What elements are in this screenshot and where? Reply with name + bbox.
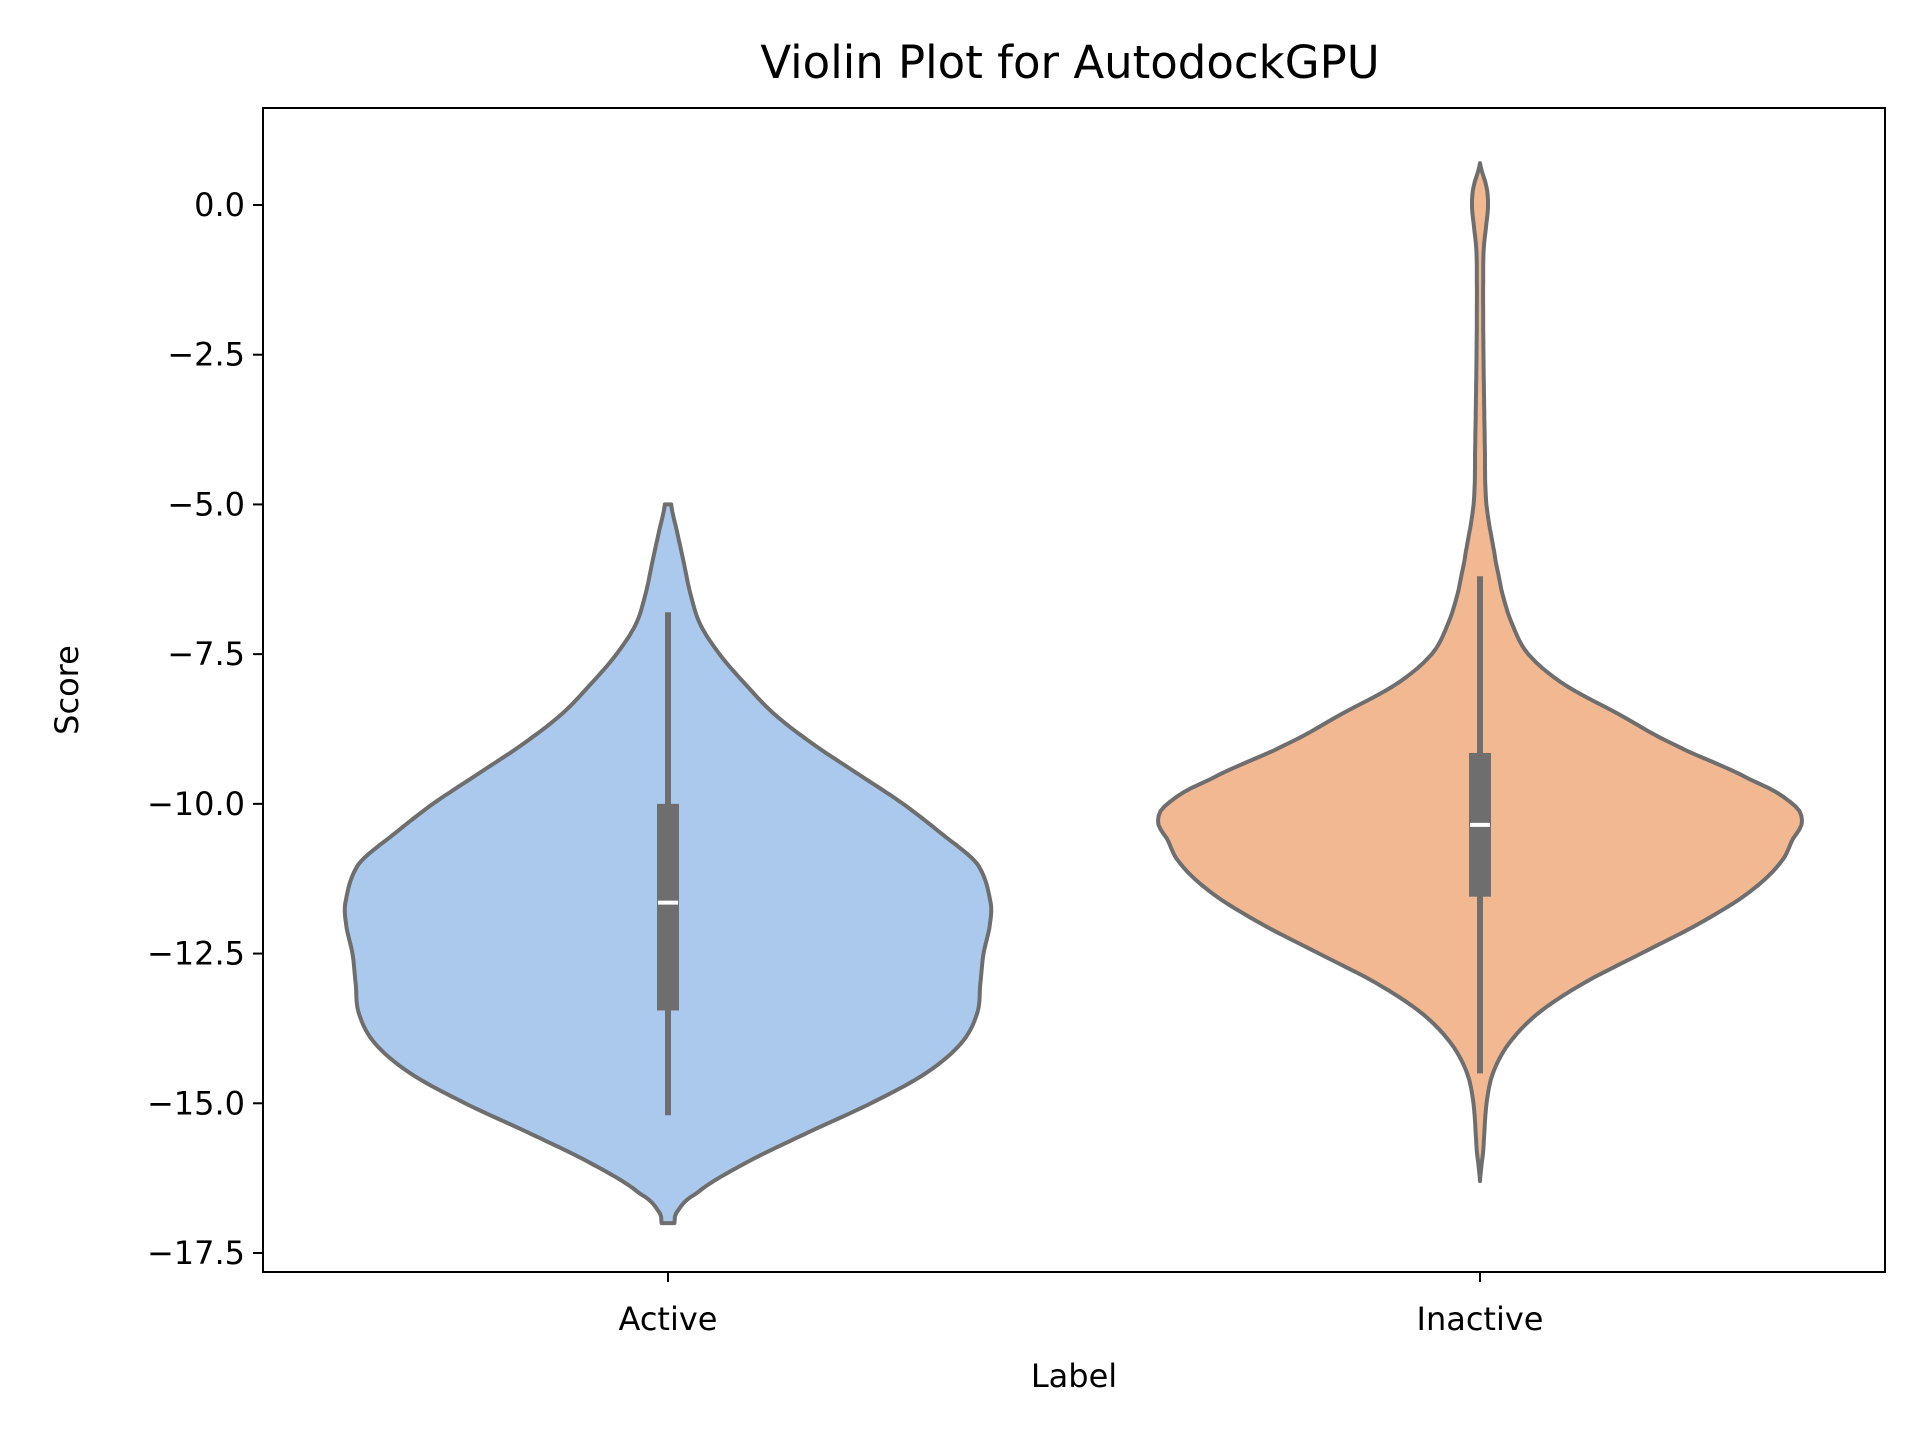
x-tick-label: Active: [619, 1300, 718, 1338]
y-tick-label: −2.5: [167, 336, 245, 374]
x-axis-title: Label: [1031, 1357, 1117, 1395]
y-tick-label: −7.5: [167, 635, 245, 673]
y-tick-label: −17.5: [147, 1234, 245, 1272]
y-tick-label: −10.0: [147, 785, 245, 823]
iqr-box-active: [657, 803, 679, 1011]
chart-title: Violin Plot for AutodockGPU: [760, 36, 1379, 89]
box-overlays: [657, 576, 1491, 1116]
violins: [342, 161, 1804, 1226]
y-tick-label: −15.0: [147, 1084, 245, 1122]
y-tick-label: −12.5: [147, 935, 245, 973]
x-tick-label: Inactive: [1417, 1300, 1544, 1338]
y-tick-label: −5.0: [167, 485, 245, 523]
plot-frame: [262, 107, 1886, 1273]
y-axis-title: Score: [48, 645, 86, 735]
y-tick-label: 0.0: [194, 186, 245, 224]
y-axis: 0.0 −2.5 −5.0 −7.5 −10.0 −12.5 −15.0 −17.5: [147, 186, 263, 1272]
x-axis: Active Inactive: [619, 1272, 1544, 1338]
